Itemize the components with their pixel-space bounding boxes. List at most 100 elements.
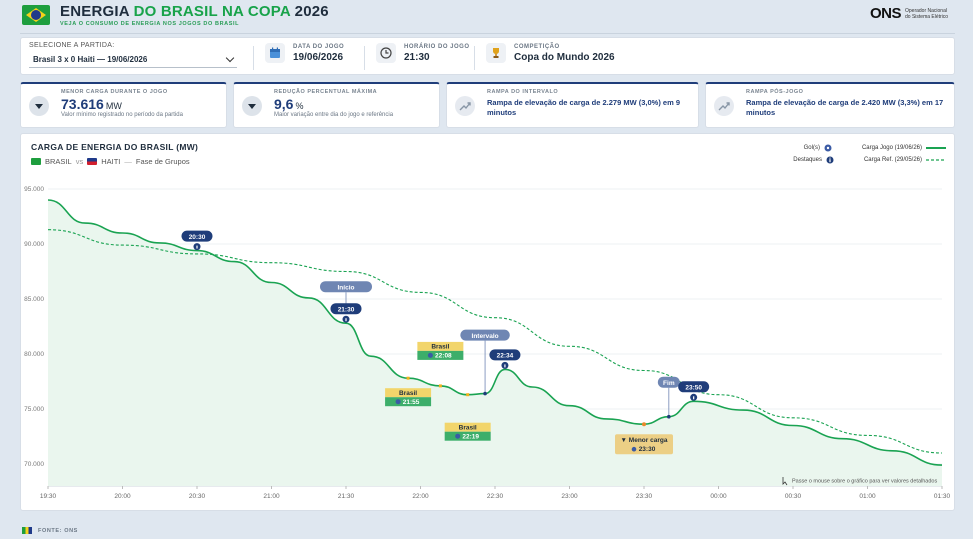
annotation-time: 22:34: [497, 353, 514, 360]
ons-org-name: Operador Nacional do Sistema Elétrico: [905, 7, 949, 20]
series-ref-line: [47, 229, 943, 454]
app-subtitle: VEJA O CONSUMO DE ENERGIA NOS JOGOS DO B…: [60, 21, 240, 27]
annotation-label: Intervalo: [472, 333, 499, 340]
match-selector: SELECIONE A PARTIDA: Brasil 3 x 0 Haiti …: [29, 42, 237, 68]
x-tick-label: 21:30: [338, 493, 355, 500]
ons-logo-text: ONS: [869, 5, 902, 22]
match-date-info: DATA DO JOGO 19/06/2026: [265, 43, 344, 63]
date-label: DATA DO JOGO: [293, 43, 345, 50]
competition-label: COMPETIÇÃO: [514, 43, 560, 50]
goal-card-title: Brasil: [431, 344, 449, 351]
kpi-min-load: MENOR CARGA DURANTE O JOGO 73.616 MW Valo…: [20, 82, 227, 128]
ball-icon: [427, 352, 433, 358]
x-tick-label: 20:00: [114, 493, 131, 500]
y-tick-label: 95.000: [24, 186, 44, 193]
x-tick-label: 19:30: [40, 493, 57, 500]
annotation-time: 21:30: [338, 306, 355, 313]
kpi-post-label: RAMPA PÓS-JOGO: [746, 89, 804, 95]
x-tick-label: 01:00: [859, 493, 876, 500]
annotation-time-bg: [181, 230, 213, 242]
info-icon-stem: [693, 396, 695, 400]
annotation-label: Fim: [663, 380, 675, 387]
load-chart[interactable]: 95.000 90.000 85.000 80.000 75.000 70.000 19:3…: [21, 134, 956, 512]
goal-card-time: 21:55: [403, 399, 420, 406]
arrow-down-icon: [29, 96, 49, 116]
kpi-red-value: 9,6: [274, 96, 294, 112]
goal-marker: [406, 376, 410, 380]
y-tick-label: 85.000: [24, 296, 44, 303]
kpi-red-desc: Maior variação entre dia do jogo e refer…: [274, 112, 394, 118]
kpi-min-label: MENOR CARGA DURANTE O JOGO: [61, 89, 168, 95]
kpi-min-value: 73.616: [61, 96, 104, 112]
game-area: [48, 200, 942, 486]
annotation-title-bg: [320, 281, 372, 293]
ball-icon: [824, 144, 832, 152]
trophy-icon: [486, 43, 506, 63]
legend-goals-label: Gol(s): [803, 145, 820, 151]
time-label: HORÁRIO DO JOGO: [404, 43, 470, 50]
footer: FONTE: ONS: [22, 527, 78, 534]
legend-game-label: Carga Jogo (19/06/26): [861, 145, 922, 151]
x-tick-label: 00:30: [785, 493, 802, 500]
goal-card-bottom: [417, 350, 464, 360]
x-tick-label: 22:00: [412, 493, 429, 500]
annotation-time-bg: [489, 349, 521, 361]
haiti-flag-icon: [87, 158, 98, 165]
time-value: 21:30: [404, 51, 430, 63]
goal-marker: [438, 384, 442, 388]
annotation-time-bg: [678, 381, 710, 393]
annotation-title: Início: [338, 284, 355, 291]
info-icon-stem: [504, 364, 506, 368]
kpi-ramp-text: Rampa de elevação de carga de 2.279 MW (…: [487, 98, 681, 117]
app-header: ENERGIA DO BRASIL NA COPA 2026 VEJA O CO…: [0, 0, 973, 32]
match-select-dropdown[interactable]: Brasil 3 x 0 Haiti — 19/06/2026: [29, 52, 237, 68]
kpi-max-reduction: REDUÇÃO PERCENTUAL MÁXIMA 9,6% Maior var…: [233, 82, 440, 128]
x-tick-label: 01:30: [934, 493, 951, 500]
series-game-line: [47, 199, 943, 466]
arrow-down-icon: [242, 96, 262, 116]
competition-value: Copa do Mundo 2026: [514, 51, 615, 63]
phase-label: Fase de Grupos: [135, 157, 190, 166]
cursor-icon: [782, 477, 788, 486]
info-icon-stem: [345, 318, 347, 322]
trend-up-icon: [455, 96, 475, 116]
brazil-flag-icon: [22, 527, 32, 534]
divider: [253, 46, 254, 70]
legend-game-line: [926, 147, 946, 149]
match-teams-line: BRASIL vs HAITI — Fase de Grupos: [31, 157, 190, 166]
match-time-info: HORÁRIO DO JOGO 21:30: [376, 43, 470, 63]
annotation-dot: [483, 391, 487, 396]
legend-ref-label: Carga Ref. (29/05/26): [863, 157, 922, 163]
vs-label: vs: [75, 157, 84, 166]
annotation-label-bg: [657, 376, 680, 388]
kpi-post-text: Rampa de elevação de carga de 2.420 MW (…: [746, 98, 944, 117]
goal-card-time: 22:19: [462, 434, 479, 441]
min-card: [615, 434, 673, 455]
goal-card-top: [417, 341, 464, 351]
kpi-red-label: REDUÇÃO PERCENTUAL MÁXIMA: [274, 89, 378, 95]
x-tick-label: 00:00: [710, 493, 727, 500]
ball-icon: [455, 433, 461, 439]
annotation-time: 20:30: [189, 234, 206, 241]
x-tick-label: 23:30: [636, 493, 653, 500]
chevron-down-icon: [225, 53, 235, 63]
competition-info: COMPETIÇÃO Copa do Mundo 2026: [486, 43, 615, 63]
info-icon-stem: [196, 245, 198, 249]
goal-marker: [466, 393, 470, 397]
date-value: 19/06/2026: [293, 51, 344, 63]
calendar-icon: [265, 43, 285, 63]
min-card-title: ▼ Menor carga: [621, 437, 668, 444]
x-tick-label: 23:00: [561, 493, 578, 500]
filter-bar: SELECIONE A PARTIDA: Brasil 3 x 0 Haiti …: [20, 37, 955, 75]
annotation-label-bg: [460, 329, 510, 341]
match-select-label: SELECIONE A PARTIDA:: [29, 42, 115, 49]
hover-hint: Passe o mouse sobre o gráfico para ver v…: [792, 479, 937, 485]
ons-logo: ONS Operador Nacional do Sistema Elétric…: [870, 5, 951, 22]
app-title-block: ENERGIA DO BRASIL NA COPA 2026 VEJA O CO…: [60, 3, 329, 27]
clock-icon: [376, 43, 396, 63]
brazil-flag-icon: [31, 158, 41, 165]
goal-card-title: Brasil: [459, 424, 477, 431]
team-a-label: BRASIL: [45, 157, 72, 166]
info-icon: [826, 156, 834, 164]
app-title: ENERGIA DO BRASIL NA COPA 2026: [60, 3, 329, 20]
